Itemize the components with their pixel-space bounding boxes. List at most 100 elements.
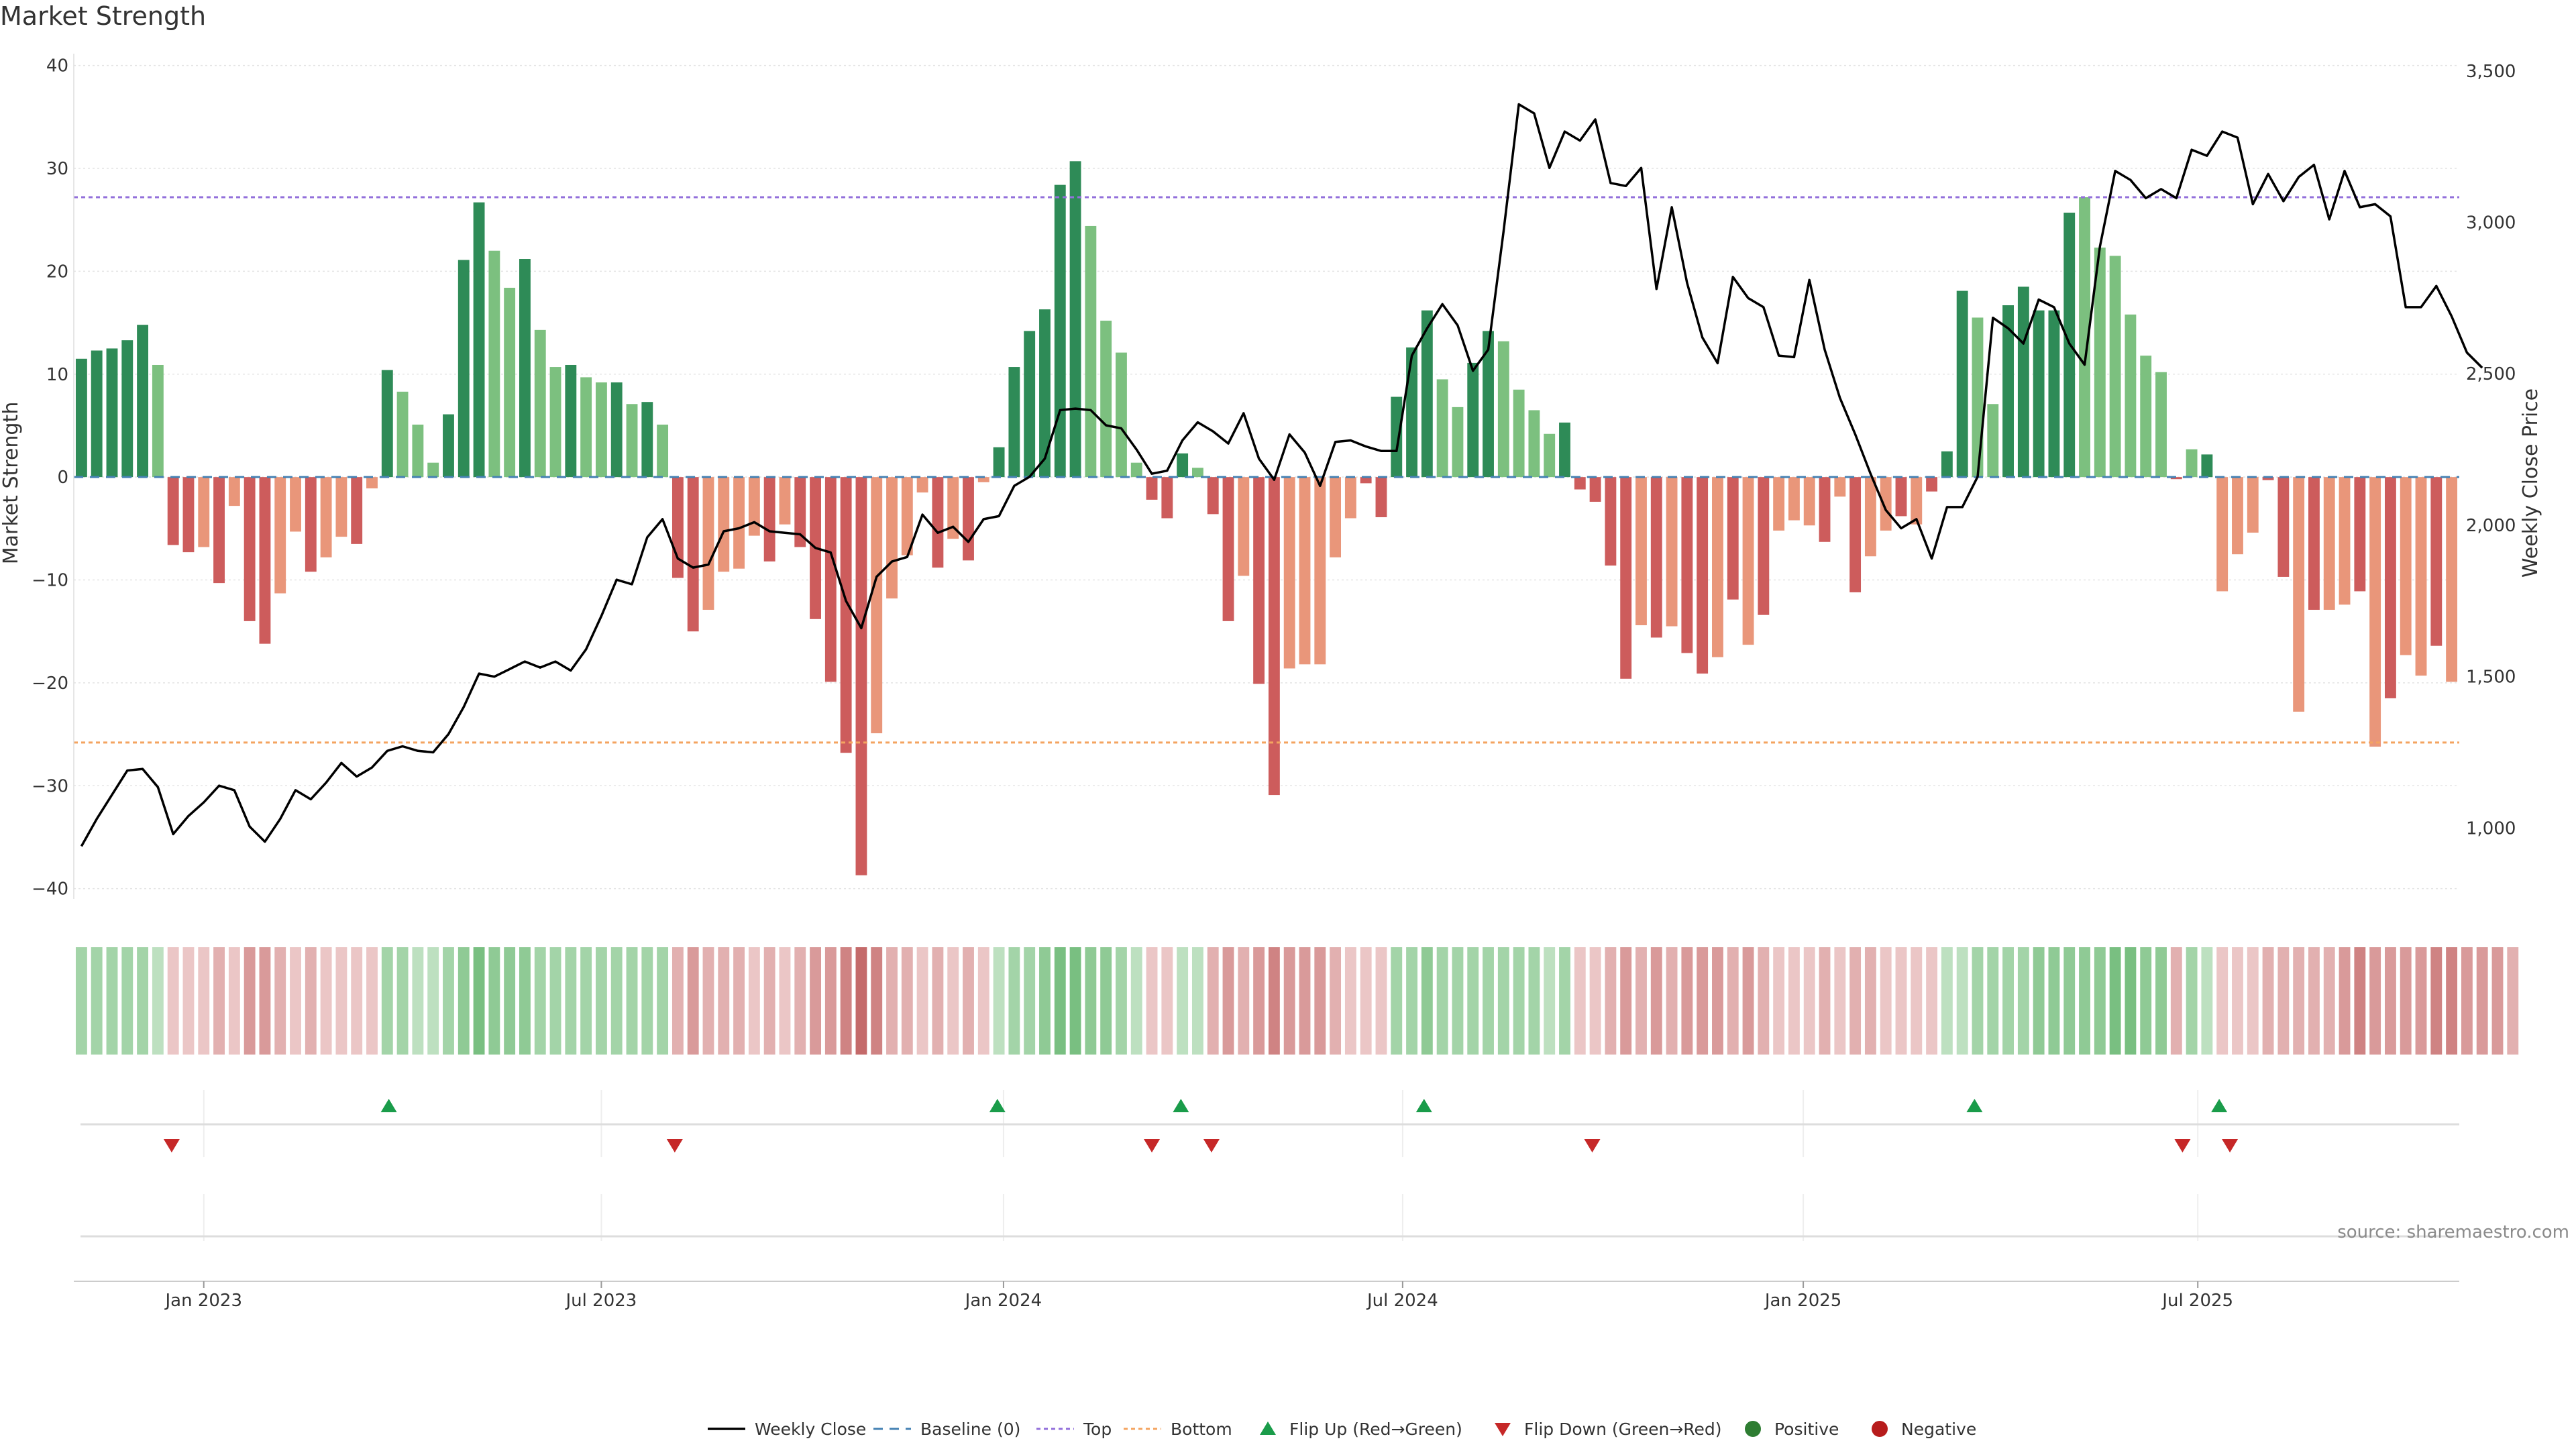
flip-down-marker [2174,1139,2191,1152]
strength-bar [794,477,806,547]
strength-bar [473,202,485,478]
strength-bar [213,477,225,584]
strength-bar [763,477,775,561]
heat-cell [1926,947,1938,1055]
heat-cell [2430,947,2443,1055]
strength-bar [1222,477,1234,621]
heat-cell [2063,947,2076,1055]
strength-bar [2216,477,2229,592]
heat-cell [718,947,730,1055]
heat-cell [381,947,393,1055]
strength-bar [1406,347,1417,478]
heat-cell [2415,947,2427,1055]
heat-cell [1330,947,1342,1055]
heat-cell [1024,947,1036,1055]
heat-cell [1941,947,1953,1055]
heat-cell [1483,947,1494,1055]
y-axis-label-left: Market Strength [0,402,23,564]
heat-cell [2369,947,2381,1055]
strength-bar [2415,477,2427,676]
strength-bar [182,477,195,553]
heat-cell [1681,947,1693,1055]
strength-bar [1635,477,1647,626]
strength-bar [626,404,638,478]
strength-bar [1666,477,1678,627]
heat-cell [993,947,1005,1055]
heat-strip [75,947,2519,1055]
heat-cell [672,947,684,1055]
heat-cell [610,947,623,1055]
strength-bar [2079,197,2090,478]
strength-bar [1299,477,1311,665]
strength-bar [91,350,103,478]
strength-bar [1605,477,1617,566]
reference-lines [74,196,2459,744]
heat-cell [1513,947,1525,1055]
heat-cell [963,947,974,1055]
heat-cell [733,947,745,1055]
flip-up-marker [1415,1099,1432,1112]
strength-bar [1330,477,1342,557]
legend-label: Bottom [1171,1419,1232,1439]
legend-item: Negative [1872,1419,1976,1439]
strength-bar [1712,477,1723,657]
right-tick-label: 3,000 [2466,213,2516,233]
legend-item: Bottom [1124,1419,1232,1439]
heat-cell [1773,947,1785,1055]
heat-cell [1972,947,1984,1055]
x-tick-label: Jul 2023 [565,1291,637,1311]
heat-cell [1039,947,1051,1055]
strength-bar [504,287,516,478]
legend-label: Flip Down (Green→Red) [1524,1419,1722,1439]
left-tick-label: 10 [46,365,68,385]
heat-cell [228,947,240,1055]
strength-bar [305,477,317,572]
heat-cell [840,947,852,1055]
flip-down-marker [1203,1139,1220,1152]
legend-item: Weekly Close [708,1419,866,1439]
heat-cell [1620,947,1632,1055]
left-tick-label: −20 [32,674,68,694]
strength-bar [1650,477,1662,638]
heat-cell [427,947,439,1055]
heat-cell [2354,947,2366,1055]
strength-bar [2446,477,2458,682]
flip-down-marker [163,1139,180,1152]
heat-cell [290,947,301,1055]
heat-cell [396,947,409,1055]
heat-cell [2247,947,2259,1055]
heat-cell [1146,947,1158,1055]
heat-cell [2155,947,2167,1055]
strength-bar [977,477,989,482]
strength-bar [963,477,974,561]
heat-cell [534,947,546,1055]
heat-cell [1299,947,1311,1055]
heat-cell [702,947,714,1055]
heat-cell [626,947,638,1055]
strength-bar [1788,477,1800,521]
heat-cell [916,947,928,1055]
heat-cell [1191,947,1203,1055]
right-tick-label: 1,000 [2466,818,2516,839]
strength-bar [351,477,363,544]
strength-bar [1697,477,1709,674]
strength-bar [1207,477,1219,515]
heat-cell [504,947,516,1055]
strength-bar [641,402,653,478]
strength-bar [1161,477,1173,519]
heat-cell [1589,947,1601,1055]
strength-bar [2048,310,2060,478]
heat-cell [1956,947,1968,1055]
strength-bar [2109,256,2121,478]
heat-cell [595,947,607,1055]
strength-bar [1054,184,1066,478]
strength-bar [1069,161,1081,478]
strength-bar [443,414,454,478]
heat-cell [1987,947,1999,1055]
heat-cell [2446,947,2458,1055]
heat-cell [1467,947,1479,1055]
strength-bar [1834,477,1846,497]
heat-cell [351,947,363,1055]
strength-bar [993,447,1005,478]
heat-cell [779,947,791,1055]
